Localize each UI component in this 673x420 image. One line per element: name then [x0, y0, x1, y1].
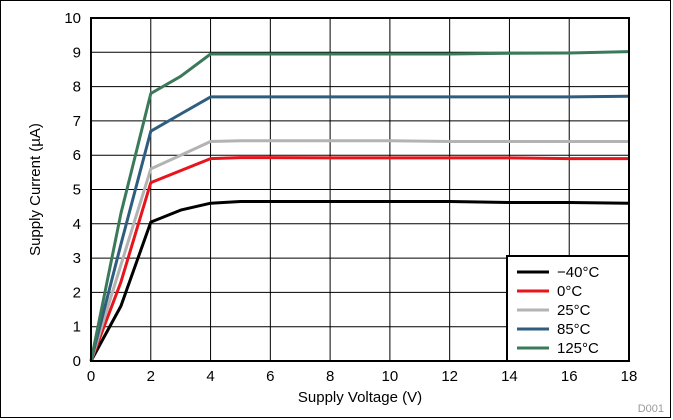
x-tick-label: 4	[206, 368, 214, 385]
x-tick-label: 10	[382, 368, 399, 385]
legend-label: −40°C	[557, 264, 599, 281]
y-tick-label: 1	[73, 319, 81, 336]
y-tick-label: 10	[64, 10, 81, 27]
y-tick-label: 7	[73, 113, 81, 130]
y-tick-label: 0	[73, 353, 81, 370]
series-line-3	[89, 94, 630, 362]
y-tick-labels: 0 1 2 3 4 5 6 7 8 9 10	[64, 10, 81, 370]
series-line-4	[89, 50, 630, 362]
legend-label: 0°C	[557, 283, 582, 300]
series-lines	[89, 50, 630, 362]
x-tick-label: 14	[501, 368, 518, 385]
y-tick-label: 6	[73, 147, 81, 164]
legend: −40°C 0°C 25°C 85°C 125°C	[506, 255, 630, 362]
x-tick-label: 16	[561, 368, 578, 385]
x-tick-label: 6	[266, 368, 274, 385]
x-tick-label: 2	[147, 368, 155, 385]
y-tick-label: 5	[73, 182, 81, 199]
y-axis-title: Supply Current (µA)	[27, 123, 44, 256]
x-axis-title: Supply Voltage (V)	[298, 389, 422, 406]
x-tick-label: 0	[87, 368, 95, 385]
y-tick-label: 8	[73, 79, 81, 96]
y-tick-label: 9	[73, 44, 81, 61]
legend-label: 125°C	[557, 340, 599, 357]
series-line-2	[89, 139, 629, 362]
x-tick-label: 12	[441, 368, 458, 385]
x-tick-label: 18	[621, 368, 638, 385]
y-tick-label: 3	[73, 250, 81, 267]
x-tick-label: 8	[326, 368, 334, 385]
legend-label: 85°C	[557, 321, 591, 338]
series-line-0	[89, 200, 630, 362]
legend-label: 25°C	[557, 302, 591, 319]
x-tick-labels: 0 2 4 6 8 10 12 14 16 18	[87, 368, 638, 385]
series-line-1	[89, 156, 629, 362]
y-tick-label: 4	[73, 216, 81, 233]
plot-area-border	[90, 17, 630, 362]
y-tick-label: 2	[73, 284, 81, 301]
figure-id: D001	[638, 403, 664, 415]
